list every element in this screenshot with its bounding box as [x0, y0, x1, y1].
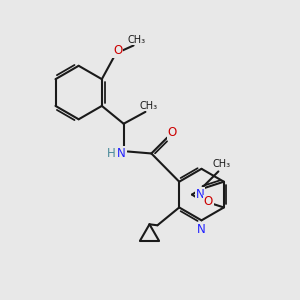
Text: N: N [197, 223, 206, 236]
Text: CH₃: CH₃ [139, 101, 158, 111]
Text: O: O [204, 195, 213, 208]
Text: O: O [113, 44, 122, 57]
Text: O: O [168, 126, 177, 139]
Text: H: H [107, 147, 116, 160]
Text: N: N [196, 188, 204, 201]
Text: CH₃: CH₃ [212, 160, 230, 170]
Text: CH₃: CH₃ [128, 34, 146, 44]
Text: N: N [117, 147, 126, 160]
